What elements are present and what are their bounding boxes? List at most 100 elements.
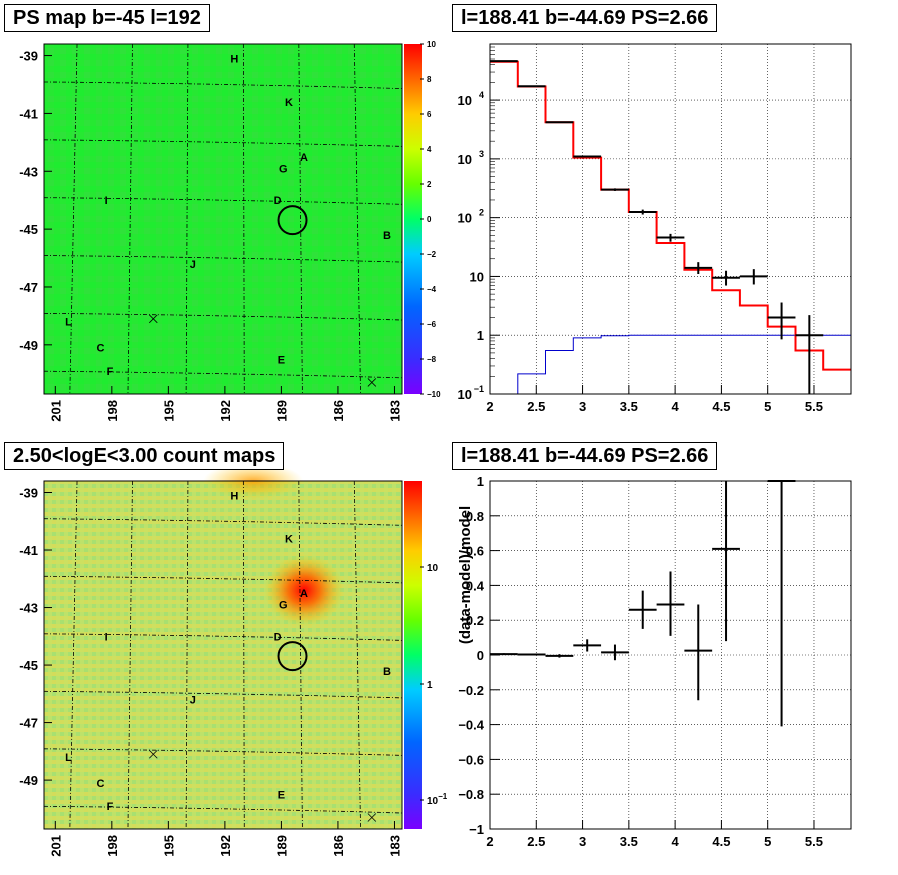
latitude-line: [43, 633, 403, 641]
latitude-line: [43, 139, 403, 147]
x-tick-label: 192: [218, 835, 233, 857]
y-tick-label: −0.4: [458, 718, 484, 733]
colorbar-tick-label: 8: [427, 75, 432, 84]
latitude-line: [43, 81, 403, 89]
longitude-line: [242, 480, 245, 830]
residual-title: l=188.41 b=-44.69 PS=2.66: [452, 442, 718, 470]
latitude-line: [43, 313, 403, 321]
count-map-image: [44, 481, 402, 829]
x-tick-label: 186: [331, 400, 346, 422]
longitude-line: [185, 43, 189, 395]
latitude-line: [43, 690, 403, 699]
y-tick-label: -49: [19, 773, 38, 788]
spectrum-title: l=188.41 b=-44.69 PS=2.66: [452, 4, 718, 32]
ps-map-panel: H K AG D I B J L CF E 201 198 195 192 189 186 183 -39 -41…: [19, 40, 441, 422]
y-tick-label: −0.8: [458, 787, 484, 802]
colorbar-tick-label: −2: [427, 250, 437, 259]
latitude-line: [43, 255, 403, 263]
x-tick-label: 201: [48, 835, 63, 857]
y-tick-label: 10: [458, 211, 472, 226]
source-label-b: B: [383, 230, 391, 242]
source-label-l: L: [65, 752, 72, 764]
source-label-c: C: [97, 343, 105, 355]
source-label-j: J: [190, 695, 196, 707]
x-tick-label: 192: [218, 400, 233, 422]
x-tick-label: 183: [387, 835, 402, 857]
y-tick-label: 10: [458, 93, 472, 108]
source-label-k: K: [285, 97, 293, 109]
y-tick-label: -47: [19, 280, 38, 295]
source-label-a: A: [300, 152, 308, 164]
y-tick-label: -43: [19, 164, 38, 179]
y-tick-label: -43: [19, 601, 38, 616]
ps-map-markers: H K AG D I B J L CF E: [65, 53, 391, 387]
x-tick-label: 4: [672, 834, 680, 849]
x-tick-label: 4.5: [712, 834, 730, 849]
latitude-line: [43, 197, 403, 205]
y-tick-label: -45: [19, 222, 38, 237]
source-label-l: L: [65, 317, 72, 329]
ps-map-title: PS map b=-45 l=192: [4, 4, 210, 32]
y-tick-label: 10: [458, 152, 472, 167]
colorbar-tick-label: −6: [427, 320, 437, 329]
source-label-d: D: [274, 195, 282, 207]
longitude-line: [298, 43, 303, 395]
longitude-line: [353, 480, 361, 830]
source-label-g: G: [279, 600, 288, 612]
y-tick-label: 0.8: [466, 509, 484, 524]
count-map-markers: H K AG D I B J L CF E: [65, 490, 391, 822]
y-tick-label: -47: [19, 716, 38, 731]
source-label-h: H: [230, 53, 238, 65]
ps-colorbar-ticks: 10 8 6 4 2 0 −2 −4 −6 −8 −10: [420, 40, 441, 399]
x-tick-label: 5: [764, 834, 771, 849]
y-tick-label: -41: [19, 543, 38, 558]
y-tick-label: 1: [477, 474, 484, 489]
source-label-c: C: [97, 778, 105, 790]
x-tick-label: 198: [105, 400, 120, 422]
y-tick-label: 0.2: [466, 613, 484, 628]
x-tick-label: 2.5: [527, 399, 545, 414]
count-colorbar-ticks: 10 1 10−1: [420, 563, 448, 807]
cross-marker: [149, 749, 158, 759]
y-tick-exponent: −1: [474, 384, 484, 394]
longitude-line: [127, 480, 133, 830]
count-map-panel: H K AG D I B J L CF E 201 198 195 192 189 186 183 -39 -41…: [19, 463, 448, 857]
colorbar-tick-label: 10: [427, 563, 439, 574]
y-tick-exponent: 3: [479, 149, 484, 159]
y-tick-label: -49: [19, 338, 38, 353]
hotspot-a: [264, 554, 345, 627]
x-tick-label: 4: [672, 399, 680, 414]
x-tick-label: 3: [579, 399, 586, 414]
y-tick-label: −1: [469, 822, 484, 837]
colorbar-tick-label: 10: [427, 40, 436, 49]
colorbar-tick-label: 10−1: [427, 792, 448, 807]
colorbar-tick-exponent: −1: [438, 792, 448, 801]
latitude-line: [43, 805, 403, 814]
x-tick-label: 189: [274, 400, 289, 422]
colorbar-tick-label: −10: [427, 390, 441, 399]
x-tick-label: 3.5: [620, 834, 638, 849]
x-tick-label: 195: [161, 400, 176, 422]
y-tick-exponent: 2: [479, 208, 484, 218]
count-colorbar: [404, 481, 422, 829]
latitude-line: [43, 748, 403, 756]
x-tick-label: 186: [331, 835, 346, 857]
colorbar-tick-label: 6: [427, 110, 432, 119]
source-label-e: E: [278, 789, 285, 801]
longitude-line: [353, 43, 361, 395]
ps-colorbar: [404, 44, 422, 394]
source-label-f: F: [107, 801, 114, 813]
source-label-a: A: [300, 588, 308, 600]
ps-map-axes: 201 198 195 192 189 186 183 -39 -41 -43 -45 -47 -49: [19, 49, 402, 422]
longitude-line: [69, 43, 78, 395]
count-map-coordinate-grid: [43, 480, 403, 830]
source-label-f: F: [107, 366, 114, 378]
ps-map-image: [44, 44, 402, 394]
residual-ylabel: (data-model)/model: [457, 506, 474, 644]
cross-marker: [149, 314, 158, 324]
x-tick-label: 2: [486, 399, 493, 414]
y-tick-label: −0.2: [458, 683, 484, 698]
